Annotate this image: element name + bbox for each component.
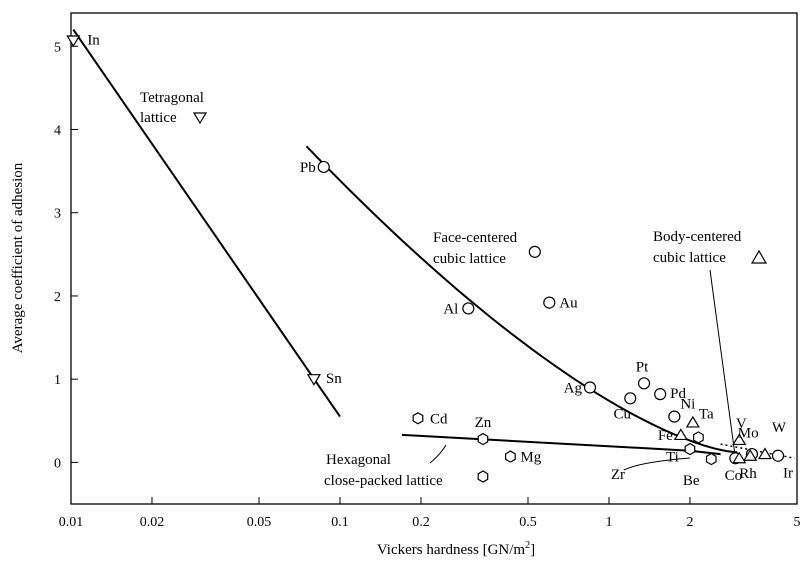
y-tick-label: 1 <box>54 373 61 388</box>
ta-point-label: Ta <box>699 406 714 422</box>
cu-data-point <box>625 393 636 404</box>
ni-data-point <box>669 411 680 422</box>
in-point-label: In <box>87 32 100 48</box>
x-tick-label: 0.02 <box>140 515 165 530</box>
ag-point-label: Ag <box>564 380 583 396</box>
zr-leader <box>624 458 690 470</box>
y-tick-label: 0 <box>54 456 61 471</box>
x-tick-label: 0.2 <box>412 515 430 530</box>
y-tick-label: 2 <box>54 290 61 305</box>
tetragonal-legend-triangle-icon <box>194 113 206 123</box>
ti-point-label: Ti <box>666 449 679 465</box>
mo-point-label: Mo <box>738 426 759 442</box>
x-axis-ticks: 0.01 0.02 0.05 0.1 0.2 0.5 1 2 5 <box>59 497 801 530</box>
zn-point-label: Zn <box>475 415 492 431</box>
sn-point-label: Sn <box>326 371 342 387</box>
pd-data-point <box>655 389 666 400</box>
au-data-point <box>544 297 555 308</box>
al-point-label: Al <box>443 301 458 317</box>
bcc-label-line2: cubic lattice <box>653 250 726 266</box>
x-tick-label: 0.05 <box>247 515 272 530</box>
tetragonal-label-line1: Tetragonal <box>140 90 204 106</box>
fcc-label-line2: cubic lattice <box>433 251 506 267</box>
fcc-label-line1: Face-centered <box>433 230 518 246</box>
y-axis-ticks: 0 1 2 3 4 5 <box>54 40 78 471</box>
ti-data-point <box>694 432 704 443</box>
y-tick-label: 3 <box>54 207 61 222</box>
in-data-point <box>67 36 79 46</box>
x-axis-label: Vickers hardness [GN/m2] <box>377 540 535 558</box>
bcc-label-leader <box>710 270 735 455</box>
x-tick-label: 5 <box>794 515 801 530</box>
hcp-label-line2: close-packed lattice <box>324 473 443 489</box>
x-tick-label: 0.1 <box>331 515 349 530</box>
ir-point-label: Ir <box>783 466 793 482</box>
zn-data-point <box>478 434 488 445</box>
y-axis-label: Average coefficient of adhesion <box>10 162 26 353</box>
x-tick-label: 0.5 <box>519 515 537 530</box>
hcp-label-leader <box>430 445 446 463</box>
hcp-label-line1: Hexagonal <box>326 452 391 468</box>
y-tick-label: 4 <box>54 124 61 139</box>
zr-data-point <box>685 444 695 455</box>
cu-point-label: Cu <box>614 406 632 422</box>
cd-point-label: Cd <box>430 411 448 427</box>
mg-data-point <box>506 451 516 462</box>
fe-point-label: Fe <box>658 428 673 444</box>
pt-data-point <box>639 378 650 389</box>
w-data-point <box>759 449 771 459</box>
fcc-trend-line <box>306 146 737 452</box>
unlabeled-data-point <box>478 471 488 482</box>
cd-data-point <box>413 413 423 424</box>
al-data-point <box>463 303 474 314</box>
bcc-label-line1: Body-centered <box>653 229 742 245</box>
y-tick-label: 5 <box>54 40 61 55</box>
pb-point-label: Pb <box>300 160 316 176</box>
zr-point-label: Zr <box>611 467 625 483</box>
ag-data-point <box>584 382 595 393</box>
rh-point-label: Rh <box>739 466 757 482</box>
mg-point-label: Mg <box>520 450 541 466</box>
x-tick-label: 1 <box>605 515 612 530</box>
be-data-point <box>707 454 717 465</box>
x-tick-label: 0.01 <box>59 515 84 530</box>
pb-data-point <box>318 161 329 172</box>
be-point-label: Be <box>683 473 700 489</box>
tetragonal-label-line2: lattice <box>140 110 177 126</box>
tetragonal-trend-line <box>73 30 340 417</box>
ni-point-label: Ni <box>680 397 695 413</box>
bcc-legend-triangle-icon <box>752 251 766 263</box>
ir-data-point <box>773 450 784 461</box>
x-tick-label: 2 <box>686 515 693 530</box>
au-point-label: Au <box>559 296 578 312</box>
unlabeled-data-point <box>529 246 540 257</box>
w-point-label: W <box>772 420 787 436</box>
ta-data-point <box>687 417 699 427</box>
pt-point-label: Pt <box>636 359 649 375</box>
